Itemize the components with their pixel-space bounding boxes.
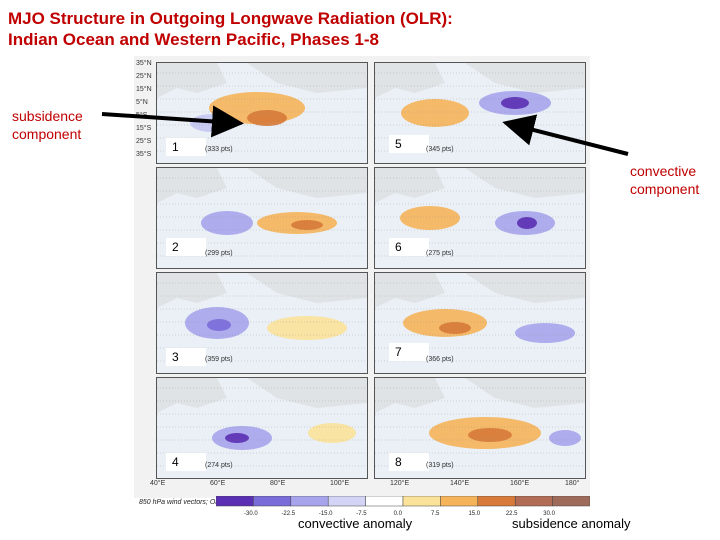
colorbar-tick: -30.0 [244, 511, 258, 517]
lat-tick: 35°N [136, 60, 152, 67]
olr-anomaly-blob [501, 97, 529, 109]
map-panel-2-art [157, 168, 367, 257]
convective-arrow [502, 114, 629, 156]
olr-anomaly-blob [308, 423, 356, 443]
map-panel-7-art [375, 273, 585, 362]
olr-anomaly-blob [225, 433, 249, 443]
convective-label-line-2: component [630, 181, 700, 197]
lat-tick: 25°N [136, 73, 152, 80]
olr-colorbar: -30.0 -22.5 -15.0 -7.5 0.0 7.5 15.0 22.5 30.0 [216, 496, 590, 517]
land-shape [157, 378, 367, 413]
panel-number-4: 4 [166, 453, 206, 471]
colorbar-tick: 0.0 [394, 511, 403, 517]
land-shape [157, 273, 367, 308]
panel-pts-3: (359 pts) [205, 356, 233, 363]
panel-number-1: 1 [166, 138, 206, 156]
colorbar-tick: -22.5 [281, 511, 295, 517]
panel-number-8: 8 [389, 453, 429, 471]
title-line-1: MJO Structure in Outgoing Longwave Radia… [8, 9, 453, 28]
lon-tick: 100°E [330, 480, 350, 487]
title-line-2: Indian Ocean and Western Pacific, Phases… [8, 30, 379, 49]
lon-tick: 120°E [390, 480, 410, 487]
colorbar-tick: -7.5 [356, 511, 367, 517]
panel-number-2: 2 [166, 238, 206, 256]
convective-component-label: convective component [630, 162, 699, 198]
convective-anomaly-caption: convective anomaly [298, 516, 413, 531]
land-shape [157, 168, 367, 203]
lon-tick: 40°E [150, 480, 166, 487]
colorbar-tick: 7.5 [431, 511, 440, 517]
colorbar-tick: 15.0 [468, 511, 480, 517]
olr-anomaly-blob [468, 428, 512, 442]
olr-anomaly-blob [247, 110, 287, 126]
panel-pts-1: (333 pts) [205, 146, 233, 153]
convective-label-line-1: convective [630, 163, 697, 179]
lon-tick: 160°E [510, 480, 530, 487]
lon-tick: 60°E [210, 480, 226, 487]
lat-tick: 15°S [136, 125, 152, 132]
panel-pts-7: (366 pts) [426, 356, 454, 363]
map-panel-3-art [157, 273, 367, 362]
lon-tick: 140°E [450, 480, 470, 487]
lat-tick: 25°S [136, 138, 152, 145]
land-shape [375, 273, 585, 308]
map-panel-6-art [375, 168, 585, 257]
panel-pts-2: (299 pts) [205, 250, 233, 257]
panel-pts-8: (319 pts) [426, 462, 454, 469]
olr-anomaly-blob [291, 220, 323, 230]
map-panel-3 [156, 272, 368, 374]
subsidence-component-label: subsidence component [12, 107, 83, 143]
land-shape [375, 378, 585, 413]
land-shape [375, 168, 585, 203]
land-shape [375, 63, 585, 98]
olr-anomaly-blob [439, 322, 471, 334]
panel-number-3: 3 [166, 348, 206, 366]
panel-pts-4: (274 pts) [205, 462, 233, 469]
olr-anomaly-blob [207, 319, 231, 331]
longitude-axis: 40°E 60°E 80°E 100°E 120°E 140°E 160°E 1… [150, 480, 590, 490]
lat-tick: 35°S [136, 151, 152, 158]
map-panel-5-art [375, 63, 585, 152]
olr-anomaly-blob [400, 206, 460, 230]
colorbar-tick: 22.5 [506, 511, 518, 517]
lon-tick: 180° [565, 480, 580, 487]
panel-number-5: 5 [389, 135, 429, 153]
subsidence-arrow [101, 105, 244, 138]
land-shape [157, 63, 367, 98]
lon-tick: 80°E [270, 480, 286, 487]
lat-tick: 15°N [136, 86, 152, 93]
olr-anomaly-blob [549, 430, 581, 446]
panel-pts-5: (345 pts) [426, 146, 454, 153]
olr-anomaly-blob [515, 323, 575, 343]
subsidence-anomaly-caption: subsidence anomaly [512, 516, 631, 531]
panel-number-7: 7 [389, 343, 429, 361]
subsidence-label-line-1: subsidence [12, 108, 83, 124]
panel-number-6: 6 [389, 238, 429, 256]
map-panel-8-art [375, 378, 585, 467]
olr-anomaly-blob [401, 99, 469, 127]
lat-tick: 5°N [136, 99, 148, 106]
page-title: MJO Structure in Outgoing Longwave Radia… [8, 8, 453, 50]
colorbar-label: 850 hPa wind vectors; OLR (W m⁻²) [139, 499, 252, 506]
colorbar-tick: 30.0 [543, 511, 555, 517]
colorbar-swatch [552, 496, 590, 507]
subsidence-label-line-2: component [12, 126, 82, 142]
map-panel-4-art [157, 378, 367, 467]
panel-pts-6: (275 pts) [426, 250, 454, 257]
colorbar-tick: -15.0 [319, 511, 333, 517]
olr-anomaly-blob [517, 217, 537, 229]
